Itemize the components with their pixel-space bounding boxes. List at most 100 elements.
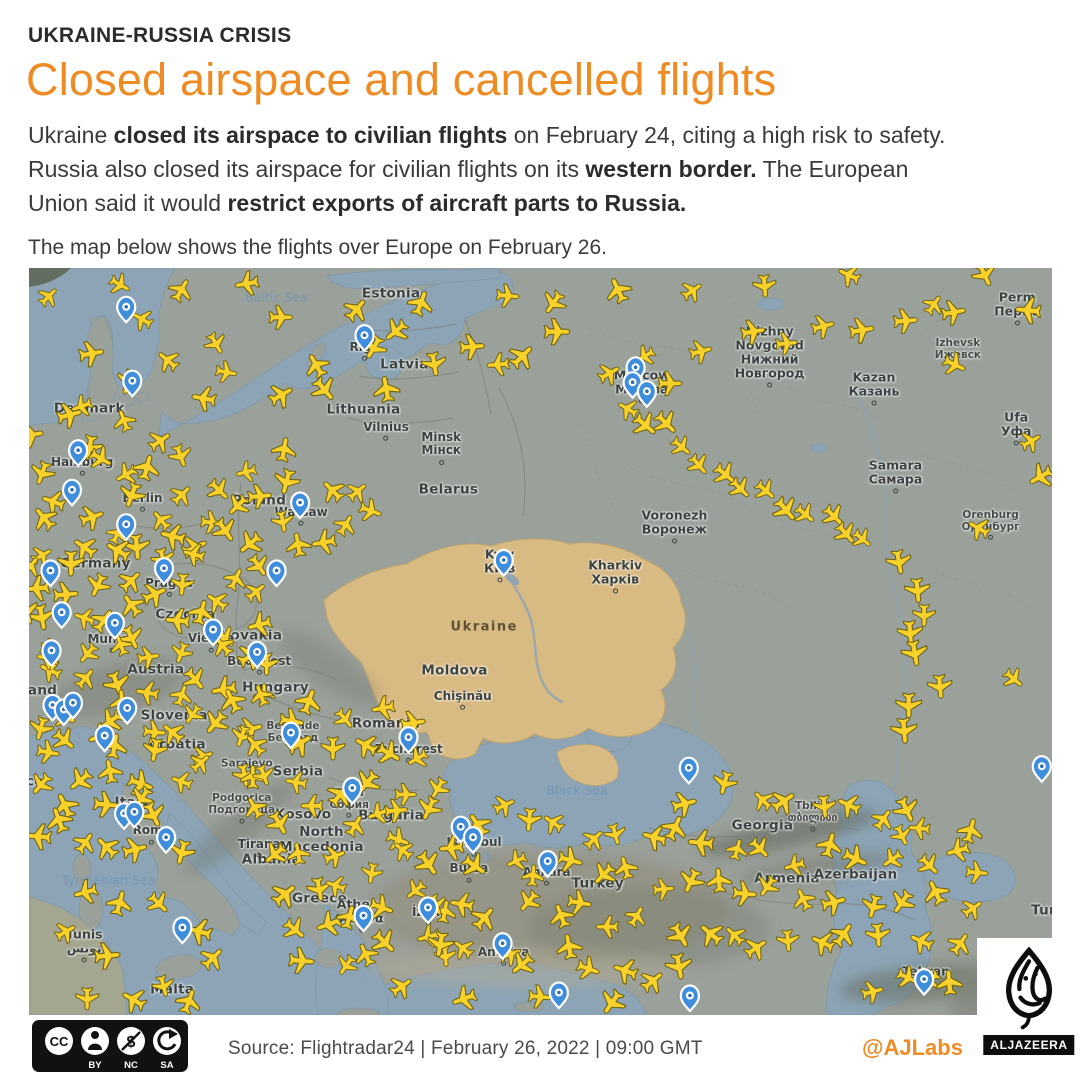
map-label: Estonia <box>361 285 421 302</box>
map-label: Hamburg <box>51 455 113 477</box>
map-label: İzmir <box>412 905 446 926</box>
map-label: Voronezh Воронеж <box>642 508 707 544</box>
map-label: Ufa Уфа <box>1001 410 1031 446</box>
map-label: Kharkiv Харків <box>588 558 642 594</box>
map-label: Ukraine <box>450 619 518 635</box>
map-label: Monaco <box>29 773 44 790</box>
map-label: Kazan Казань <box>849 370 899 406</box>
map-label: Black Sea <box>546 783 608 798</box>
city-dot <box>497 577 503 583</box>
city-dot <box>256 669 262 675</box>
svg-text:BY: BY <box>88 1060 102 1071</box>
map-label: Slovenia <box>140 707 208 724</box>
svg-text:CC: CC <box>50 1034 69 1049</box>
aljazeera-wordmark: ALJAZEERA <box>983 1035 1075 1055</box>
city-dot <box>426 920 432 926</box>
map-label: Armenia <box>754 870 820 887</box>
map-label: Lithuania <box>326 401 401 418</box>
map-label: Baltic Sea <box>245 290 308 305</box>
city-dot <box>460 704 466 710</box>
map-label: Vienna <box>188 631 234 653</box>
map-label: Samara Самара <box>869 458 922 494</box>
map-label: Denmark <box>53 400 125 417</box>
map-label: Orenburg Оренбург <box>962 509 1020 541</box>
city-dot <box>140 507 146 513</box>
map-label: Austria <box>127 661 185 678</box>
map-label: Podgorica Подгорица <box>208 792 275 824</box>
map-label: Slovakia <box>215 627 283 644</box>
map-label: Turkey <box>571 875 624 892</box>
city-dot <box>239 818 245 824</box>
map-label: Vilnius <box>363 420 409 442</box>
map-label: Sofia София <box>329 787 369 819</box>
map-label: Perm Пермь <box>994 290 1040 326</box>
map-label: Chişinău <box>434 689 492 710</box>
city-dot <box>1014 320 1020 326</box>
map-label: Bulgaria <box>358 807 425 824</box>
map-label: Switzerland <box>29 682 58 699</box>
city-dot <box>358 927 364 933</box>
map-label: Sarajevo <box>221 758 273 778</box>
map-label: Kyiv Київ <box>484 547 515 583</box>
map-label: Prague <box>145 576 193 598</box>
map-label: Serbia <box>272 763 324 780</box>
ajlabs-credit: @AJLabs <box>862 1035 963 1060</box>
map-label: Rome <box>133 823 171 845</box>
city-dot <box>892 488 898 494</box>
flight-map: Estonia Latvia Lithuania Denmark Belarus Pola… <box>29 268 1052 1015</box>
intro-paragraph: Ukraine closed its airspace to civilian … <box>28 122 946 216</box>
map-label: Georgia <box>731 817 794 834</box>
map-label: Berlin <box>123 491 163 513</box>
city-dot <box>81 957 87 963</box>
map-label: Azerbaijan <box>813 866 898 883</box>
city-dot <box>810 826 816 832</box>
map-label: Tirana <box>238 837 281 858</box>
aljazeera-calligraphy-icon <box>1006 946 1052 1030</box>
city-dot <box>988 535 994 541</box>
map-label: Athens Αθήνα <box>337 897 386 933</box>
city-dot <box>244 772 250 778</box>
map-label: Greece <box>292 890 348 907</box>
map-label: Czechia <box>155 606 216 623</box>
city-dot <box>109 648 115 654</box>
cc-license-badge: CC $ BY NC SA <box>32 1020 188 1072</box>
map-label: Croatia <box>148 736 206 753</box>
map-label: Tyrrhenian Sea <box>62 873 156 888</box>
map-label: Istanbul <box>446 835 502 857</box>
city-dot <box>767 382 773 388</box>
map-label: Moscow Москва <box>614 368 670 404</box>
map-label: Riga <box>350 340 380 362</box>
map-label: Turkmenistan <box>1031 902 1052 919</box>
city-dot <box>501 961 507 967</box>
map-label: Latvia <box>380 356 429 373</box>
map-label: Romania <box>351 715 421 732</box>
city-dot <box>438 459 444 465</box>
city-dot <box>955 363 961 369</box>
city-dot <box>298 521 304 527</box>
map-label: Italy <box>114 794 151 811</box>
city-dot <box>406 758 412 764</box>
city-dot <box>290 746 296 752</box>
map-label: Tunis تونس <box>66 927 103 963</box>
city-dot <box>1013 440 1019 446</box>
city-dot <box>612 588 618 594</box>
city-dot <box>256 852 262 858</box>
map-label: Malta <box>150 981 195 998</box>
map-label: Minsk Мінск <box>421 430 461 465</box>
map-label: Kosovo <box>274 806 332 823</box>
source-attribution: Source: Flightradar24 | February 26, 202… <box>228 1038 703 1059</box>
map-label: Hungary <box>242 679 309 696</box>
map-labels: Estonia Latvia Lithuania Denmark Belarus Pola… <box>29 268 1052 1015</box>
city-dot <box>923 980 929 986</box>
map-label: Bursa <box>449 861 488 883</box>
city-dot <box>639 398 645 404</box>
kicker: UKRAINE-RUSSIA CRISIS <box>28 24 292 47</box>
city-dot <box>166 592 172 598</box>
city-dot <box>471 851 477 857</box>
map-label: Nizhny Novgorod Нижний Новгород <box>735 324 805 388</box>
svg-text:NC: NC <box>124 1060 138 1071</box>
map-label: Warsaw <box>275 505 328 527</box>
map-label: Belarus <box>418 481 479 498</box>
city-dot <box>362 356 368 362</box>
svg-text:SA: SA <box>160 1060 173 1071</box>
